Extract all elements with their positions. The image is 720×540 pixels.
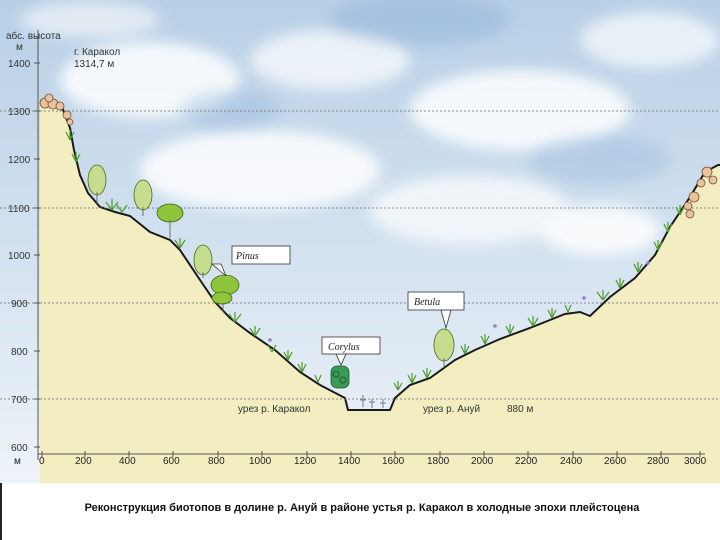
y-axis-title-line1: абс. высота [6, 30, 61, 42]
level-value-label: 880 м [507, 404, 533, 415]
y-tick-label: 1100 [8, 204, 30, 215]
x-tick-label: 1200 [294, 456, 317, 467]
karakol-level-label: урез р. Каракол [238, 404, 311, 415]
elevation-gridlines [0, 110, 720, 400]
y-tick-label: 1200 [8, 155, 31, 166]
corylus-shrub [330, 365, 350, 389]
betula-callout: Betula [407, 291, 465, 330]
anui-level-label: урез р. Ануй [423, 404, 480, 415]
ground-outline [39, 98, 720, 411]
caption-panel: Реконструкция биотопов в долине р. Ануй … [0, 483, 720, 540]
x-tick-label: 3000 [684, 456, 707, 467]
grey-herbs [360, 395, 386, 408]
x-tick-label: 2200 [515, 456, 538, 467]
y-axis: абс. высота м 1400 1300 1200 1100 1000 9… [6, 30, 61, 460]
x-tick-label: 0 [39, 456, 45, 467]
pinus-label: Pinus [235, 251, 259, 262]
peak-name-label: г. Каракол [74, 47, 120, 58]
y-tick-label: 1300 [8, 107, 31, 118]
x-tick-label: 600 [163, 456, 180, 467]
peak-height-label: 1314,7 м [74, 59, 114, 70]
corylus-label: Corylus [328, 342, 360, 353]
x-tick-label: 400 [119, 456, 136, 467]
pinus-callout: Pinus [210, 245, 291, 277]
x-axis: м 0 200 400 600 800 1000 1200 1400 1600 … [14, 451, 707, 467]
figure-caption: Реконструкция биотопов в долине р. Ануй … [84, 502, 640, 514]
x-tick-label: 1400 [338, 456, 361, 467]
ground-area [40, 100, 720, 483]
y-tick-label: 700 [11, 395, 28, 406]
pine-trees [156, 203, 240, 312]
x-tick-label: 1000 [249, 456, 272, 467]
y-tick-label: 900 [11, 299, 28, 310]
valley-profile-diagram: абс. высота м 1400 1300 1200 1100 1000 9… [0, 0, 720, 483]
x-tick-label: 2400 [560, 456, 583, 467]
y-tick-label: 1000 [8, 251, 31, 262]
x-tick-label: 800 [208, 456, 225, 467]
x-axis-unit: м [14, 456, 21, 467]
corylus-callout: Corylus [321, 336, 381, 366]
y-tick-label: 1400 [8, 59, 31, 70]
y-axis-title-line2: м [16, 42, 23, 53]
rock-outcrop-left [39, 93, 74, 126]
y-tick-label: 600 [11, 443, 28, 454]
y-tick-label: 800 [11, 347, 28, 358]
grass-tufts [65, 130, 685, 391]
sky-blue-patches [180, 0, 670, 185]
x-tick-label: 2800 [647, 456, 670, 467]
x-tick-label: 200 [75, 456, 92, 467]
herb-flowers [268, 261, 650, 342]
betula-label: Betula [414, 297, 440, 308]
rock-outcrop-right [683, 166, 718, 219]
birch-trees [87, 164, 455, 368]
x-tick-label: 2600 [604, 456, 627, 467]
x-tick-label: 2000 [471, 456, 494, 467]
x-tick-label: 1600 [382, 456, 405, 467]
x-tick-label: 1800 [427, 456, 450, 467]
